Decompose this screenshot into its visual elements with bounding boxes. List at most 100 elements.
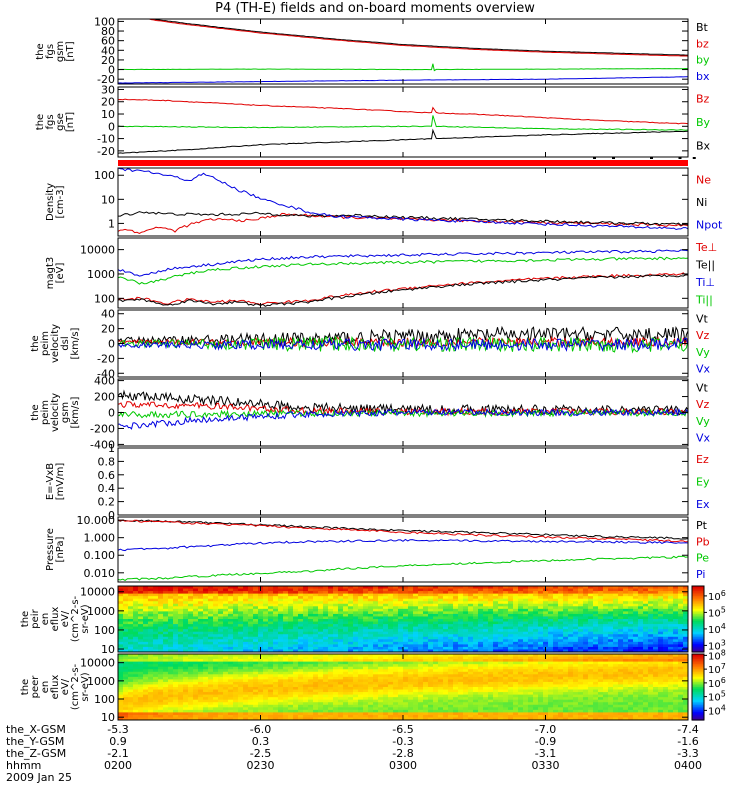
spectrogram-cell — [353, 606, 359, 610]
spectrogram-cell — [203, 629, 209, 633]
spectrogram-cell — [118, 629, 124, 633]
spectrogram-cell — [288, 631, 294, 635]
spectrogram-cell — [603, 603, 609, 607]
spectrogram-cell — [253, 717, 259, 720]
spectrogram-cell — [168, 619, 174, 623]
spectrogram-cell — [228, 679, 234, 683]
spectrogram-cell — [173, 687, 179, 691]
spectrogram-cell — [463, 644, 469, 648]
spectrogram-cell — [373, 661, 379, 665]
spectrogram-cell — [543, 626, 549, 630]
spectrogram-cell — [258, 709, 264, 713]
spectrogram-cell — [553, 624, 559, 628]
spectrogram-cell — [378, 641, 384, 645]
spectrogram-cell — [398, 661, 404, 665]
spectrogram-cell — [278, 634, 284, 638]
spectrogram-cell — [463, 631, 469, 635]
spectrogram-cell — [198, 601, 204, 605]
spectrogram-cell — [583, 611, 589, 615]
spectrogram-cell — [393, 656, 399, 660]
spectrogram-cell — [633, 639, 639, 643]
spectrogram-cell — [348, 591, 354, 595]
spectrogram-cell — [278, 601, 284, 605]
spectrogram-cell — [418, 621, 424, 625]
spectrogram-cell — [538, 634, 544, 638]
spectrogram-cell — [378, 704, 384, 708]
spectrogram-cell — [638, 636, 644, 640]
spectrogram-cell — [223, 626, 229, 630]
spectrogram-cell — [558, 616, 564, 620]
spectrogram-cell — [583, 586, 589, 590]
spectrogram-cell — [343, 659, 349, 663]
spectrogram-cell — [303, 704, 309, 708]
spectrogram-cell — [648, 601, 654, 605]
spectrogram-cell — [463, 596, 469, 600]
spectrogram-cell — [203, 656, 209, 660]
spectrogram-cell — [278, 697, 284, 701]
spectrogram-cell — [498, 644, 504, 648]
spectrogram-cell — [138, 601, 144, 605]
spectrogram-cell — [123, 709, 129, 713]
spectrogram-cell — [233, 656, 239, 660]
spectrogram-cell — [308, 664, 314, 668]
spectrogram-cell — [183, 639, 189, 643]
spectrogram-cell — [223, 629, 229, 633]
spectrogram-cell — [408, 613, 414, 618]
spectrogram-cell — [588, 619, 594, 623]
spectrogram-cell — [288, 601, 294, 605]
spectrogram-cell — [288, 626, 294, 630]
spectrogram-cell — [283, 671, 289, 675]
spectrogram-cell — [338, 694, 344, 698]
spectrogram-cell — [323, 679, 329, 683]
spectrogram-cell — [603, 629, 609, 633]
spectrogram-cell — [508, 639, 514, 643]
y-tick-label: -200 — [90, 422, 115, 435]
spectrogram-cell — [283, 649, 289, 652]
legend-Vy: Vy — [696, 415, 710, 428]
spectrogram-cell — [328, 681, 334, 686]
spectrogram-cell — [143, 666, 149, 670]
spectrogram-cell — [128, 626, 134, 630]
spectrogram-cell — [478, 593, 484, 597]
spectrogram-cell — [383, 689, 389, 693]
spectrogram-cell — [518, 639, 524, 643]
spectrogram-cell — [403, 671, 409, 675]
y-axis-label: peim — [40, 400, 51, 425]
spectrogram-cell — [348, 631, 354, 635]
spectrogram-cell — [328, 676, 334, 680]
spectrogram-cell — [193, 649, 199, 652]
spectrogram-cell — [418, 624, 424, 628]
spectrogram-cell — [263, 619, 269, 623]
spectrogram-cell — [288, 709, 294, 713]
spectrogram-cell — [423, 646, 429, 651]
spectrogram-cell — [123, 689, 129, 693]
spectrogram-cell — [293, 601, 299, 605]
spectrogram-cell — [168, 717, 174, 720]
spectrogram-cell — [368, 697, 374, 701]
spectrogram-cell — [408, 588, 414, 592]
spectrogram-cell — [218, 613, 224, 618]
spectrogram-cell — [313, 704, 319, 708]
spectrogram-cell — [578, 591, 584, 595]
spectrogram-cell — [543, 598, 549, 602]
spectrogram-cell — [233, 621, 239, 625]
spectrogram-cell — [318, 649, 324, 652]
spectrogram-cell — [473, 621, 479, 625]
spectrogram-cell — [218, 591, 224, 595]
spectrogram-cell — [343, 639, 349, 643]
spectrogram-cell — [123, 593, 129, 597]
spectrogram-cell — [593, 591, 599, 595]
spectrogram-cell — [338, 588, 344, 592]
spectrogram-cell — [258, 608, 264, 612]
spectrogram-cell — [208, 704, 214, 708]
spectrogram-cell — [508, 613, 514, 618]
spectrogram-cell — [348, 644, 354, 648]
spectrogram-cell — [363, 684, 369, 688]
spectrogram-cell — [153, 714, 159, 719]
spectrogram-cell — [118, 704, 124, 708]
spectrogram-cell — [433, 634, 439, 638]
spectrogram-cell — [283, 694, 289, 698]
spectrogram-cell — [183, 661, 189, 665]
spectrogram-cell — [298, 644, 304, 648]
spectrogram-cell — [578, 649, 584, 652]
